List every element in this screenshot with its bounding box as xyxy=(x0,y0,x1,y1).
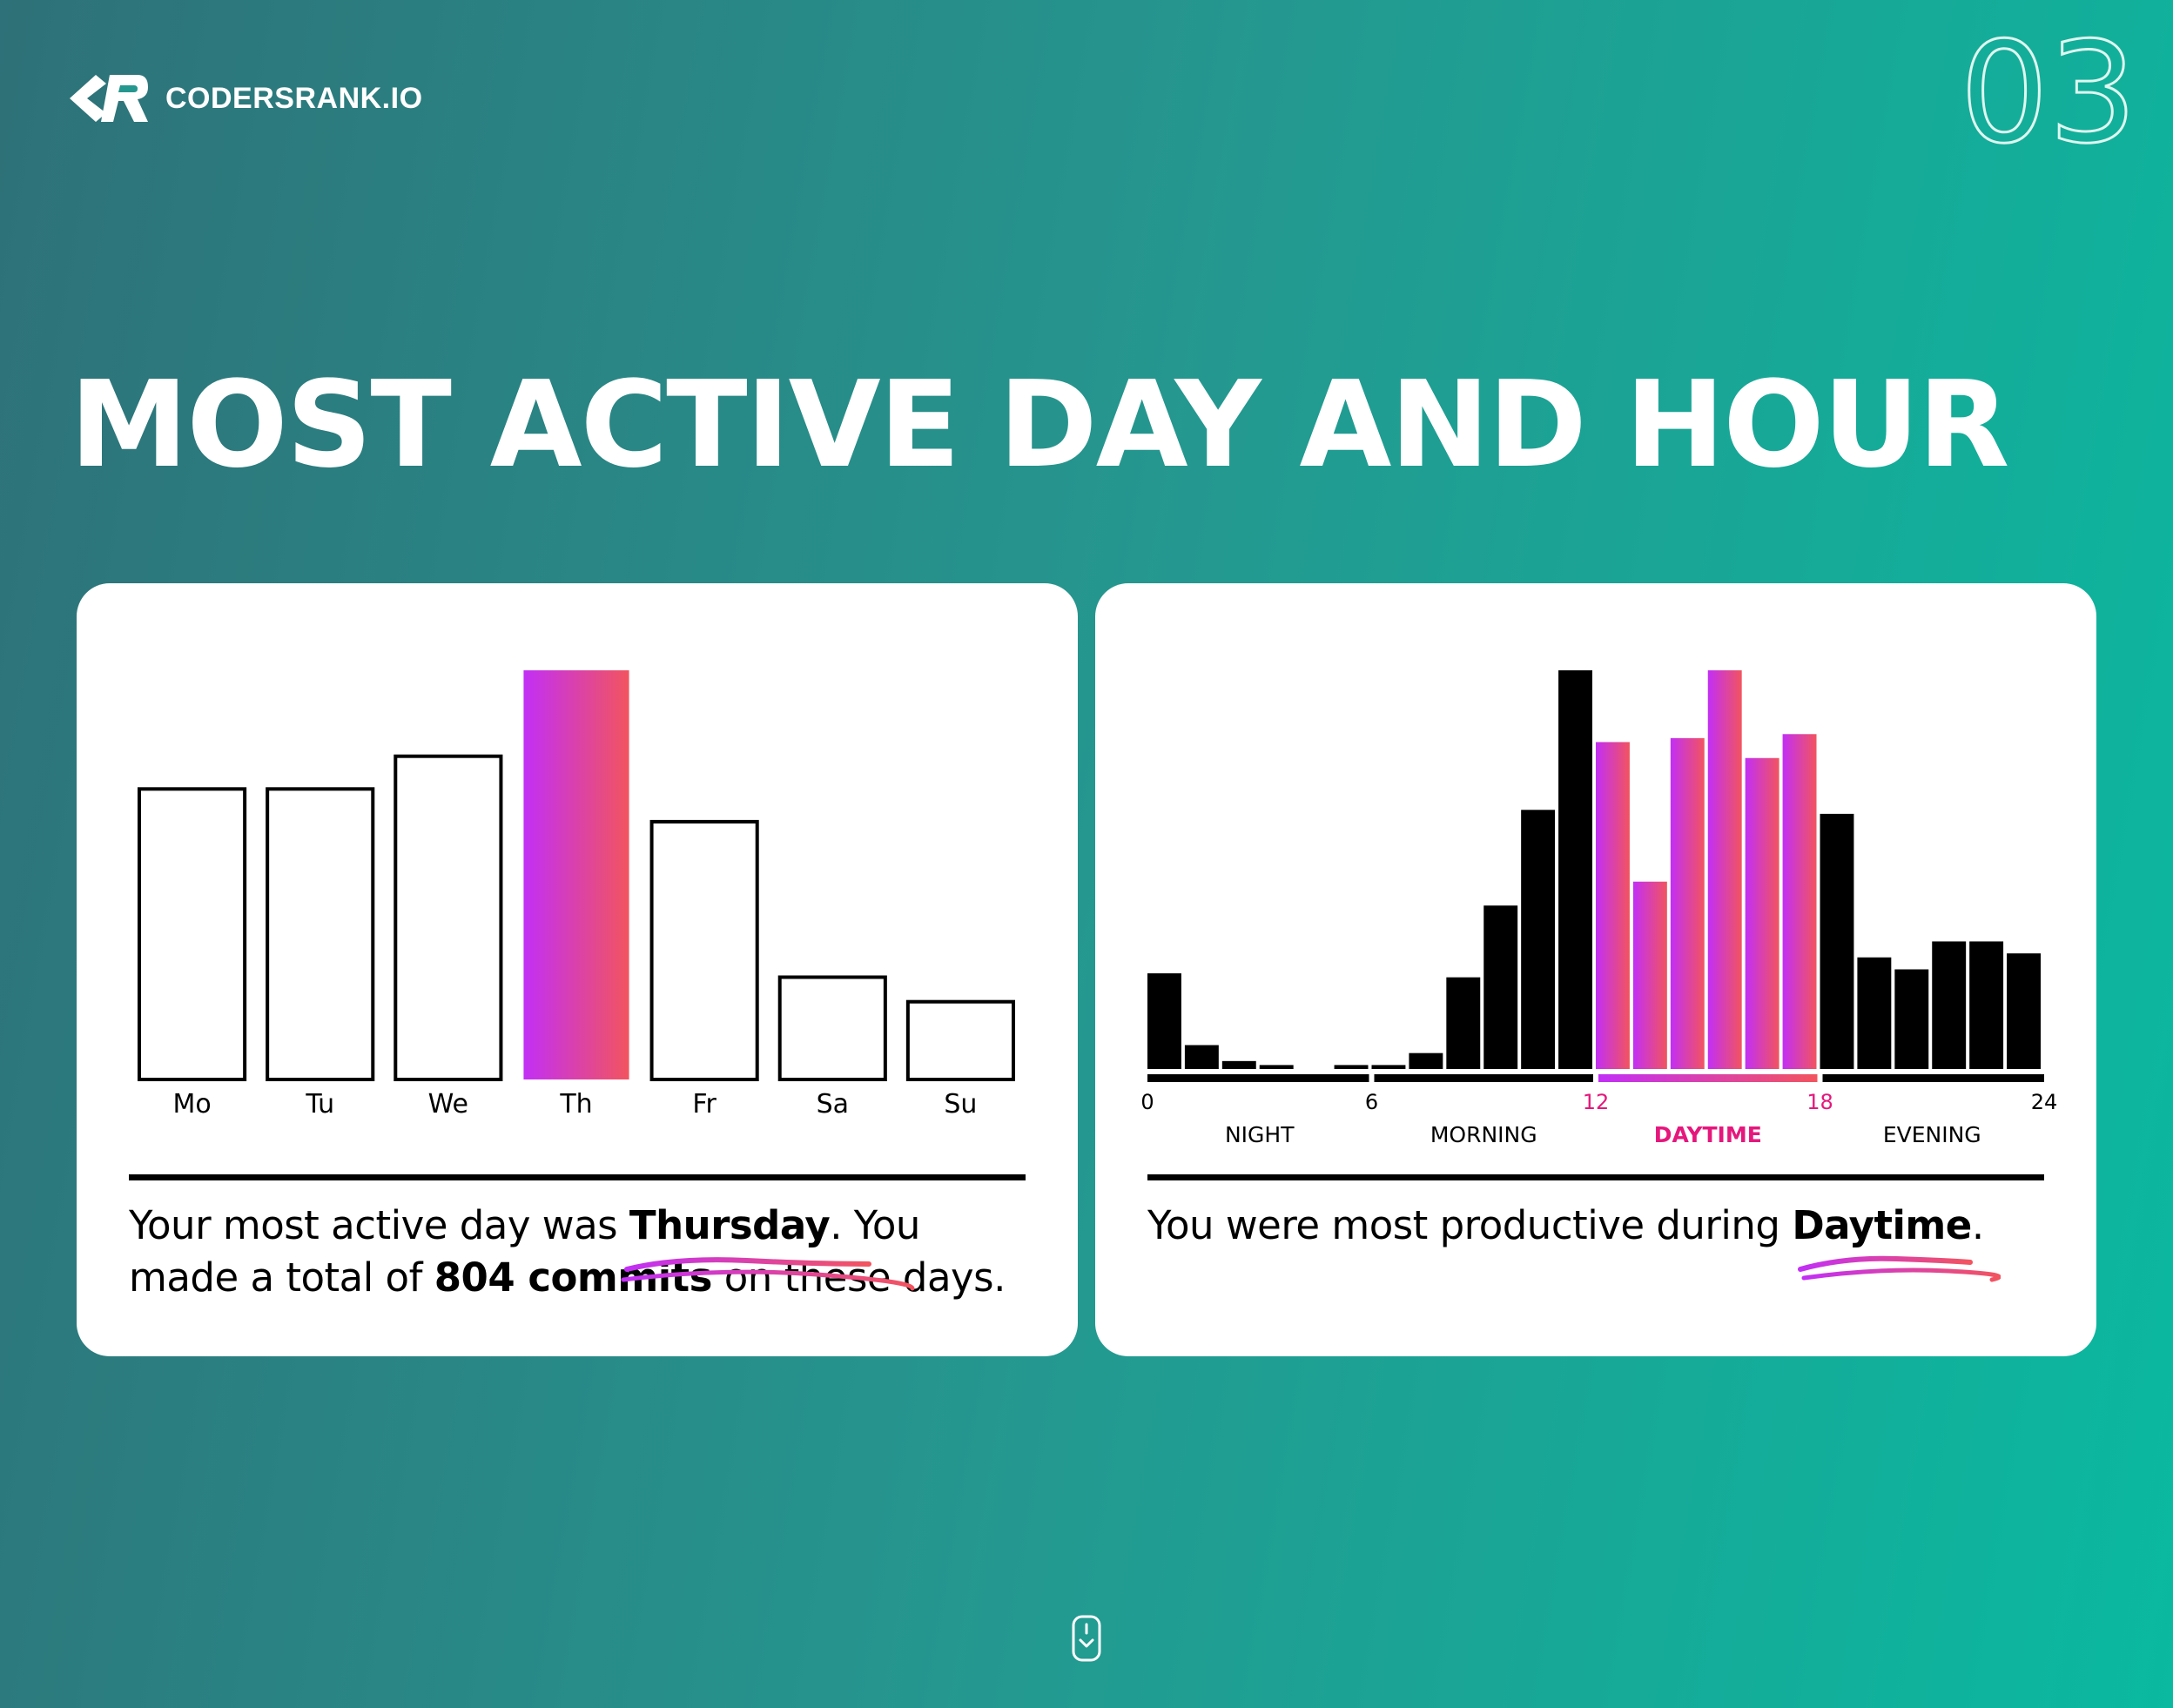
day-tick-label: Th xyxy=(559,1089,592,1120)
hour-bar xyxy=(1894,969,1929,1069)
day-bar xyxy=(266,787,375,1082)
hour-bar xyxy=(1932,941,1967,1069)
hour-bar xyxy=(1820,813,1854,1069)
hour-bar xyxy=(1446,977,1481,1069)
brand-name: CODERSRANK.IO xyxy=(165,81,423,115)
hour-bar xyxy=(1632,881,1667,1069)
page-number: 03 xyxy=(1959,26,2139,157)
hour-bar xyxy=(1707,670,1742,1069)
period-bar xyxy=(1147,1074,1369,1082)
hour-bar xyxy=(1147,973,1181,1069)
day-tick-label: We xyxy=(428,1089,468,1120)
day-bar xyxy=(394,754,503,1081)
hour-bar-chart: 0 6 12 18 24 NIGHT MORNING DAYTIME EVENING xyxy=(1140,670,2058,1147)
day-bar xyxy=(523,670,629,1079)
hour-tick-label: 18 xyxy=(1806,1090,1833,1114)
hour-bar xyxy=(2007,953,2041,1069)
hour-bar xyxy=(1221,1060,1256,1069)
hour-bar xyxy=(1184,1045,1219,1069)
day-bar xyxy=(905,999,1015,1082)
hour-caption: You were most productive during Daytime. xyxy=(1147,1202,1984,1248)
hour-tick-label: 0 xyxy=(1140,1090,1154,1114)
day-tick-label: Sa xyxy=(817,1089,849,1120)
brand-logo: CODERSRANK.IO xyxy=(66,70,423,127)
day-activity-card: Mo Tu We Th Fr Sa Su Your most active day was … xyxy=(77,583,1078,1356)
day-tick-label: Su xyxy=(944,1089,977,1120)
hour-bar xyxy=(1670,737,1705,1069)
hour-bar xyxy=(1558,670,1592,1069)
svg-text:03: 03 xyxy=(1960,26,2137,157)
hour-bar xyxy=(1596,742,1630,1069)
hour-bar xyxy=(1969,941,2004,1069)
hour-bar xyxy=(1521,810,1556,1069)
day-divider xyxy=(129,1174,1026,1180)
period-label: MORNING xyxy=(1430,1122,1537,1147)
period-bar xyxy=(1374,1074,1593,1082)
hour-bar xyxy=(1857,957,1892,1069)
period-label: EVENING xyxy=(1883,1122,1981,1147)
hour-activity-card: 0 6 12 18 24 NIGHT MORNING DAYTIME EVENING You w… xyxy=(1095,583,2096,1356)
hour-tick-label: 6 xyxy=(1365,1090,1378,1114)
period-label: DAYTIME xyxy=(1654,1122,1762,1147)
hour-divider xyxy=(1147,1174,2044,1180)
hour-tick-label: 24 xyxy=(2031,1090,2058,1114)
hour-bar xyxy=(1782,734,1817,1069)
most-active-day: Thursday xyxy=(629,1202,831,1248)
most-productive-period: Daytime xyxy=(1792,1202,1972,1248)
period-bar xyxy=(1822,1074,2044,1082)
period-bar xyxy=(1598,1074,1818,1082)
hour-bar xyxy=(1409,1052,1443,1069)
day-bar xyxy=(649,819,759,1081)
day-tick-label: Mo xyxy=(172,1089,211,1120)
hour-bar xyxy=(1745,757,1779,1069)
scroll-down-icon[interactable] xyxy=(1071,1614,1102,1663)
hour-bar xyxy=(1259,1065,1294,1069)
codersrank-logo-icon xyxy=(70,75,148,122)
day-tick-label: Tu xyxy=(305,1089,334,1120)
hour-tick-label: 12 xyxy=(1583,1090,1610,1114)
page-title: MOST ACTIVE DAY AND HOUR xyxy=(70,356,2009,494)
highlight-underline xyxy=(621,1257,915,1291)
highlight-underline xyxy=(1798,1255,2001,1282)
day-tick-label: Fr xyxy=(692,1089,716,1120)
day-bar xyxy=(777,975,887,1081)
hour-bar xyxy=(1334,1065,1369,1069)
period-label: NIGHT xyxy=(1225,1122,1295,1147)
day-bar-chart: Mo Tu We Th Fr Sa Su xyxy=(138,670,1015,1120)
hour-bar xyxy=(1371,1065,1406,1069)
hour-bar xyxy=(1483,905,1518,1069)
day-bar xyxy=(138,787,247,1082)
